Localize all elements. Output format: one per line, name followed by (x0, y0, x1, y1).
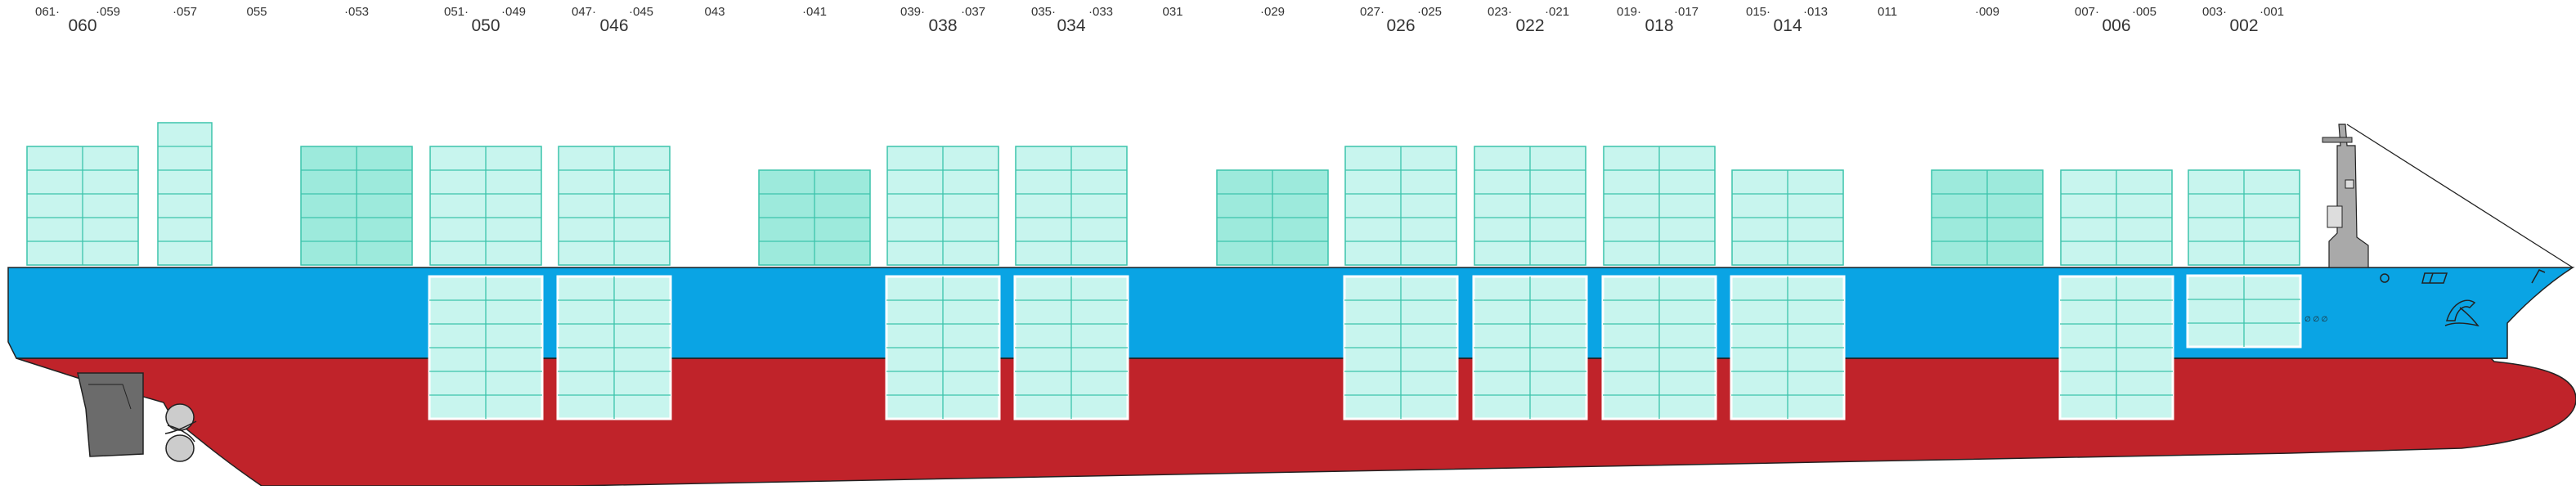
bay-label-odd-15: 015· (1746, 5, 1770, 19)
foremast (2328, 124, 2369, 268)
bay-label-odd-43: 043 (704, 5, 725, 19)
hold-stack-2 (2186, 274, 2302, 348)
hold-stack-34 (1013, 275, 1129, 420)
bay-label-odd-5: ·005 (2132, 5, 2156, 19)
deck-stack-9 (1931, 169, 2044, 266)
deck-stack-34 (1015, 146, 1128, 266)
anchor-icon (2444, 299, 2480, 327)
bay-label-even-2: 002 (2229, 16, 2258, 35)
bay-label-odd-45: ·045 (629, 5, 653, 19)
bay-label-odd-59: ·059 (96, 5, 120, 19)
bay-label-odd-31: 031 (1162, 5, 1183, 19)
propeller-lower-blade (165, 434, 195, 462)
bay-label-odd-11: 011 (1878, 5, 1897, 19)
even-bay-labels: 060 050 046 038 034 026 022 018 014 006 002 (68, 16, 2258, 35)
bay-label-even-38: 038 (928, 16, 957, 35)
deck-stack-57 (157, 122, 213, 266)
bay-label-even-46: 046 (599, 16, 628, 35)
deck-stack-60 (26, 146, 139, 266)
bay-label-odd-47: 047· (572, 5, 596, 19)
rudder (77, 372, 144, 457)
bay-label-odd-17: ·017 (1674, 5, 1699, 19)
deck-stack-18 (1603, 146, 1716, 266)
bay-label-odd-51: 051· (444, 5, 469, 19)
hull-lower-red (16, 357, 2576, 487)
bay-label-odd-61: 061· (35, 5, 60, 19)
deck-stack-50 (429, 146, 542, 266)
odd-bay-labels: 061· ·059 ·057 055 ·053 051· ·049 047· ·045 043 ·0… (35, 5, 2284, 19)
hold-stack-26 (1343, 275, 1459, 420)
bay-label-odd-53: ·053 (344, 5, 369, 19)
deck-container-stacks (26, 122, 2300, 266)
bay-label-even-22: 022 (1515, 16, 1544, 35)
bay-label-odd-21: ·021 (1545, 5, 1569, 19)
mast-platform (2327, 205, 2343, 228)
bay-label-even-18: 018 (1645, 16, 1673, 35)
hold-stack-14 (1730, 275, 1846, 420)
propeller-hub (167, 425, 195, 443)
bay-label-odd-41: ·041 (802, 5, 827, 19)
hold-stack-18 (1601, 275, 1717, 420)
deck-stack-41 (758, 169, 871, 266)
bay-label-even-50: 050 (471, 16, 500, 35)
bay-label-odd-23: 023· (1488, 5, 1512, 19)
bay-label-odd-49: ·049 (501, 5, 526, 19)
hold-container-stacks (428, 274, 2302, 420)
bay-label-odd-3: 003· (2202, 5, 2227, 19)
hold-stack-50 (428, 275, 544, 420)
bow-gear: ∅ ∅ ∅ (2304, 124, 2574, 327)
bay-label-odd-57: ·057 (173, 5, 197, 19)
bay-label-odd-29: ·029 (1260, 5, 1285, 19)
bay-label-odd-39: 039· (900, 5, 925, 19)
bay-label-odd-25: ·025 (1417, 5, 1442, 19)
hold-stack-46 (556, 275, 672, 420)
forward-draft-marks: ∅ ∅ ∅ (2304, 315, 2328, 323)
bay-label-even-60: 060 (68, 16, 96, 35)
hold-stack-6 (2058, 275, 2174, 420)
bay-label-odd-37: ·037 (961, 5, 985, 19)
bay-label-odd-35: 035· (1031, 5, 1056, 19)
rudder-horn (88, 384, 132, 410)
bow-mark (2421, 272, 2448, 284)
bay-label-even-34: 034 (1057, 16, 1085, 35)
stern-gear (77, 372, 197, 462)
deck-stack-26 (1344, 146, 1457, 266)
bay-label-odd-19: 019· (1617, 5, 1641, 19)
hold-stack-38 (885, 275, 1001, 420)
bow-flag (2531, 269, 2546, 284)
deck-stack-53 (300, 146, 413, 266)
deck-stack-2 (2188, 169, 2300, 266)
bay-label-odd-1: ·001 (2260, 5, 2284, 19)
deck-stack-14 (1731, 169, 1844, 266)
bay-label-even-26: 026 (1386, 16, 1415, 35)
bay-label-odd-27: 027· (1360, 5, 1384, 19)
bay-label-odd-7: 007· (2075, 5, 2099, 19)
deck-stack-38 (886, 146, 999, 266)
forestay (2346, 124, 2574, 268)
deck-stack-29 (1216, 169, 1329, 266)
deck-stack-46 (558, 146, 671, 266)
hold-stack-22 (1472, 275, 1588, 420)
bay-label-odd-55: 055 (246, 5, 267, 19)
anchor-hawse (2380, 273, 2390, 283)
mast-crosstree (2322, 137, 2353, 143)
bay-label-odd-13: ·013 (1803, 5, 1828, 19)
bay-label-odd-9: ·009 (1975, 5, 1999, 19)
mast-lamp (2345, 179, 2354, 189)
deck-stack-22 (1474, 146, 1586, 266)
deck-stack-6 (2060, 169, 2173, 266)
bay-label-odd-33: ·033 (1088, 5, 1113, 19)
bay-label-even-14: 014 (1773, 16, 1802, 35)
bay-label-even-6: 006 (2102, 16, 2130, 35)
